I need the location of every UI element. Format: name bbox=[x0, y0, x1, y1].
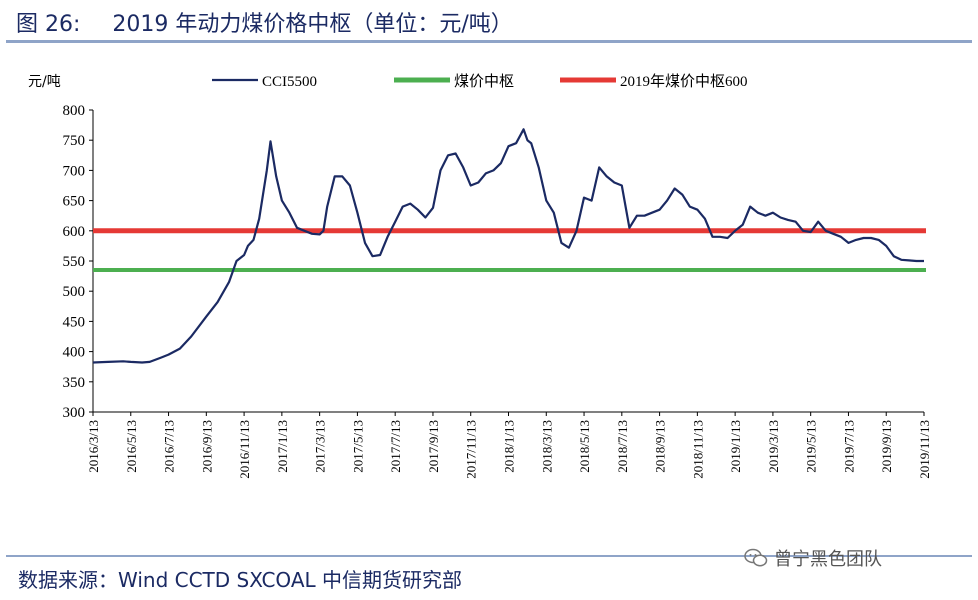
x-tick-label: 2016/9/13 bbox=[199, 420, 214, 473]
legend-item-price-center: 煤价中枢 bbox=[394, 73, 514, 90]
x-tick-label: 2016/3/13 bbox=[86, 420, 101, 473]
legend-item-cci5500: CCI5500 bbox=[212, 74, 317, 90]
figure-title-text: 2019 年动力煤价格中枢（单位：元/吨） bbox=[112, 12, 513, 37]
y-tick-label: 700 bbox=[63, 163, 86, 179]
watermark-text: 曾宁黑色团队 bbox=[774, 549, 882, 570]
x-tick-label: 2018/11/13 bbox=[690, 420, 705, 479]
chart-legend: CCI5500 煤价中枢 2019年煤价中枢600 bbox=[212, 73, 748, 90]
y-tick-label: 550 bbox=[63, 254, 86, 270]
y-tick-label: 800 bbox=[63, 103, 86, 119]
x-tick-label: 2019/11/13 bbox=[917, 420, 932, 479]
x-tick-label: 2017/7/13 bbox=[388, 420, 403, 473]
x-tick-label: 2017/1/13 bbox=[275, 420, 290, 473]
top-divider bbox=[6, 40, 972, 43]
reference-lines bbox=[93, 228, 926, 273]
y-tick-label: 300 bbox=[63, 405, 86, 421]
x-tick-label: 2018/7/13 bbox=[615, 420, 630, 473]
y-tick-label: 350 bbox=[63, 375, 86, 391]
bottom-divider bbox=[6, 555, 972, 557]
wechat-icon bbox=[744, 548, 768, 567]
x-tick-label: 2017/11/13 bbox=[464, 420, 479, 479]
x-tick-label: 2019/3/13 bbox=[766, 420, 781, 473]
series-line-cci5500 bbox=[92, 128, 924, 364]
y-tick-label: 600 bbox=[63, 224, 86, 240]
x-tick-label: 2018/9/13 bbox=[653, 420, 668, 473]
legend-label: CCI5500 bbox=[262, 74, 317, 90]
x-tick-label: 2018/1/13 bbox=[502, 420, 517, 473]
y-tick-label: 450 bbox=[63, 314, 86, 330]
y-axis-unit-label: 元/吨 bbox=[28, 74, 61, 90]
chart-series bbox=[92, 128, 924, 364]
x-tick-label: 2016/5/13 bbox=[124, 420, 139, 473]
legend-label: 煤价中枢 bbox=[454, 73, 514, 90]
figure-label: 图 26: bbox=[16, 12, 81, 37]
x-tick-label: 2017/3/13 bbox=[313, 420, 328, 473]
x-tick-label: 2018/3/13 bbox=[539, 420, 554, 473]
x-tick-label: 2019/7/13 bbox=[841, 420, 856, 473]
x-tick-label: 2018/5/13 bbox=[577, 420, 592, 473]
legend-label: 2019年煤价中枢600 bbox=[620, 73, 748, 90]
y-tick-label: 500 bbox=[63, 284, 86, 300]
chart-canvas: 元/吨 CCI5500 煤价中枢 2019年煤价中枢600 800 750 700 650… bbox=[28, 73, 933, 479]
x-tick-label: 2019/5/13 bbox=[804, 420, 819, 473]
y-tick-label: 650 bbox=[63, 194, 86, 210]
x-tick-label: 2019/9/13 bbox=[879, 420, 894, 473]
x-tick-label: 2019/1/13 bbox=[728, 420, 743, 473]
y-tick-label: 400 bbox=[63, 345, 86, 361]
figure-title: 图 26: 2019 年动力煤价格中枢（单位：元/吨） bbox=[16, 6, 513, 38]
chart-axes: 800 750 700 650 600 550 500 450 400 350 3002016/3/… bbox=[63, 103, 933, 479]
x-tick-label: 2017/5/13 bbox=[350, 420, 365, 473]
legend-item-2019-price-center: 2019年煤价中枢600 bbox=[560, 73, 748, 90]
x-tick-label: 2016/7/13 bbox=[162, 420, 177, 473]
watermark: 曾宁黑色团队 bbox=[744, 545, 882, 571]
x-tick-label: 2016/11/13 bbox=[237, 420, 252, 479]
y-tick-label: 750 bbox=[63, 133, 86, 149]
x-tick-label: 2017/9/13 bbox=[426, 420, 441, 473]
data-source-note: 数据来源：Wind CCTD SXCOAL 中信期货研究部 bbox=[18, 568, 463, 592]
